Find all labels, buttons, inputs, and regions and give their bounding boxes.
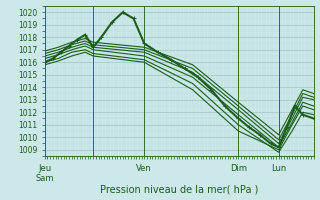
X-axis label: Pression niveau de la mer( hPa ): Pression niveau de la mer( hPa ) [100, 184, 258, 194]
